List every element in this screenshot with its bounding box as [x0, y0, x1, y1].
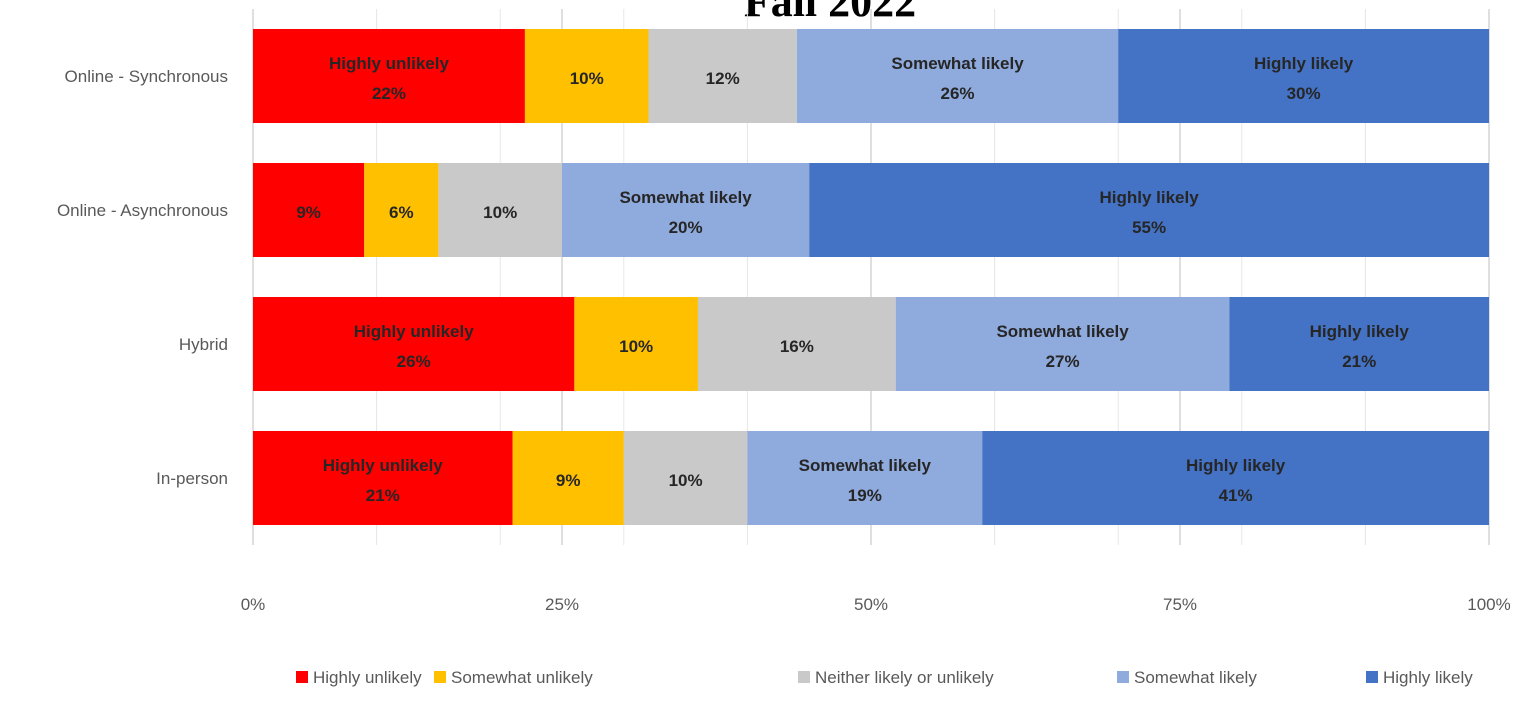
bar-segment	[562, 163, 810, 257]
data-label: 12%	[706, 69, 740, 88]
data-label: 10%	[669, 471, 703, 490]
legend-label: Neither likely or unlikely	[815, 668, 994, 687]
y-tick-label: Online - Synchronous	[65, 67, 228, 86]
y-tick-label: In-person	[156, 469, 228, 488]
data-label: 9%	[556, 471, 581, 490]
data-label: 6%	[389, 203, 414, 222]
bar-segment	[438, 163, 562, 257]
data-label-name: Somewhat likely	[619, 188, 752, 207]
bar-segment	[697, 297, 896, 391]
bar-segment	[623, 431, 748, 525]
data-label: 26%	[397, 352, 431, 371]
data-label: 10%	[570, 69, 604, 88]
data-label: 9%	[296, 203, 321, 222]
bar-segment	[253, 431, 513, 525]
data-label: 10%	[483, 203, 517, 222]
bar-segment	[1118, 29, 1489, 123]
legend-swatch	[434, 671, 446, 683]
data-label: 21%	[366, 486, 400, 505]
bar-segment	[524, 29, 649, 123]
bar-segment	[895, 297, 1230, 391]
data-label: 55%	[1132, 218, 1166, 237]
bar-segment	[512, 431, 624, 525]
data-label: 21%	[1342, 352, 1376, 371]
data-label: 41%	[1219, 486, 1253, 505]
x-tick-label: 75%	[1163, 595, 1197, 614]
bar-segment	[648, 29, 797, 123]
data-label-name: Highly likely	[1310, 322, 1410, 341]
legend-label: Somewhat likely	[1134, 668, 1257, 687]
legend-label: Somewhat unlikely	[451, 668, 593, 687]
data-label: 16%	[780, 337, 814, 356]
data-label-name: Somewhat likely	[799, 456, 932, 475]
data-label: 10%	[619, 337, 653, 356]
bar-segment	[253, 29, 525, 123]
data-label-name: Somewhat likely	[996, 322, 1129, 341]
data-label-name: Highly unlikely	[329, 54, 450, 73]
bar-segment	[796, 29, 1119, 123]
y-tick-label: Online - Asynchronous	[57, 201, 228, 220]
legend-label: Highly likely	[1383, 668, 1473, 687]
bar-segment	[747, 431, 983, 525]
data-label: 22%	[372, 84, 406, 103]
bar-segment	[253, 297, 575, 391]
data-label-name: Highly unlikely	[323, 456, 444, 475]
data-label-name: Somewhat likely	[891, 54, 1024, 73]
legend-swatch	[296, 671, 308, 683]
bar-segment	[809, 163, 1489, 257]
data-label: 20%	[669, 218, 703, 237]
y-tick-label: Hybrid	[179, 335, 228, 354]
bar-segment	[364, 163, 439, 257]
data-label: 26%	[941, 84, 975, 103]
bar-segment	[574, 297, 698, 391]
x-tick-label: 0%	[241, 595, 266, 614]
data-label: 30%	[1287, 84, 1321, 103]
data-label-name: Highly likely	[1099, 188, 1199, 207]
legend-swatch	[1366, 671, 1378, 683]
legend-label: Highly unlikely	[313, 668, 422, 687]
data-label-name: Highly likely	[1254, 54, 1354, 73]
x-tick-label: 50%	[854, 595, 888, 614]
bar-segment	[982, 431, 1489, 525]
bar-segment	[1229, 297, 1489, 391]
x-tick-label: 100%	[1467, 595, 1510, 614]
x-tick-label: 25%	[545, 595, 579, 614]
legend-swatch	[1117, 671, 1129, 683]
data-label-name: Highly likely	[1186, 456, 1286, 475]
data-label-name: Highly unlikely	[354, 322, 475, 341]
legend-swatch	[798, 671, 810, 683]
bar-segment	[253, 163, 365, 257]
data-label: 19%	[848, 486, 882, 505]
chart-title: Fall 2022	[744, 0, 916, 26]
data-label: 27%	[1046, 352, 1080, 371]
